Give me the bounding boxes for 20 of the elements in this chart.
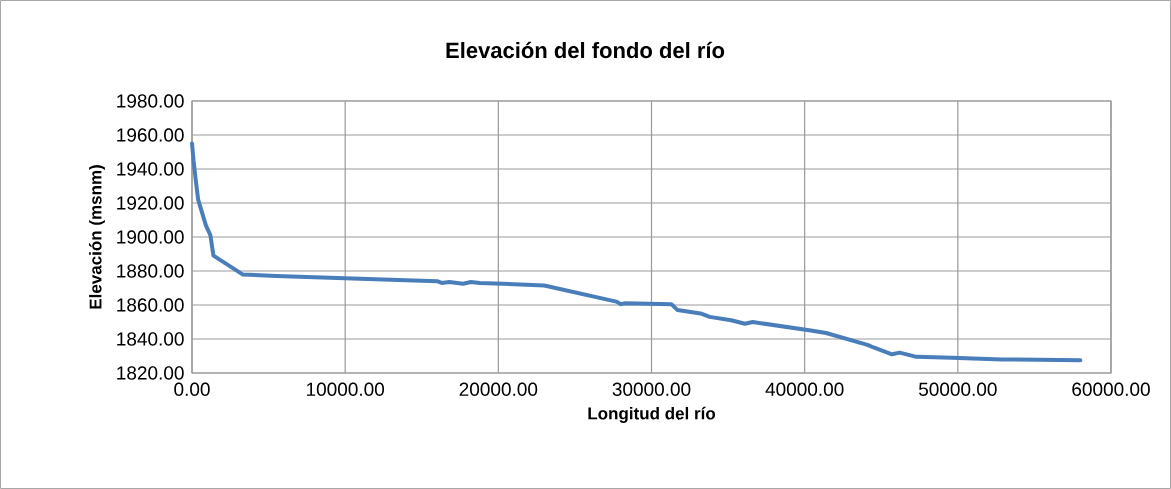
y-tick-label: 1940.00 xyxy=(117,162,184,176)
chart-title: Elevación del fondo del río xyxy=(446,41,725,59)
x-tick-label: 10000.00 xyxy=(306,382,385,396)
x-tick-label: 0.00 xyxy=(174,382,210,396)
y-tick-label: 1860.00 xyxy=(117,298,184,312)
line-series xyxy=(190,141,1083,363)
y-tick-label: 1960.00 xyxy=(117,128,184,142)
y-tick-label: 1880.00 xyxy=(117,264,184,278)
x-axis-title: Longitud del río xyxy=(588,406,716,423)
y-tick-label: 1820.00 xyxy=(117,366,184,380)
y-tick-label: 1920.00 xyxy=(117,196,184,210)
y-axis-title: Elevación (msnm) xyxy=(88,165,105,309)
x-tick-label: 40000.00 xyxy=(765,382,844,396)
y-tick-label: 1840.00 xyxy=(117,332,184,346)
x-tick-label: 30000.00 xyxy=(612,382,691,396)
x-tick-label: 50000.00 xyxy=(918,382,997,396)
y-tick-label: 1900.00 xyxy=(117,230,184,244)
x-tick-label: 60000.00 xyxy=(1072,382,1150,396)
x-tick-label: 20000.00 xyxy=(459,382,538,396)
y-tick-label: 1980.00 xyxy=(117,94,184,108)
